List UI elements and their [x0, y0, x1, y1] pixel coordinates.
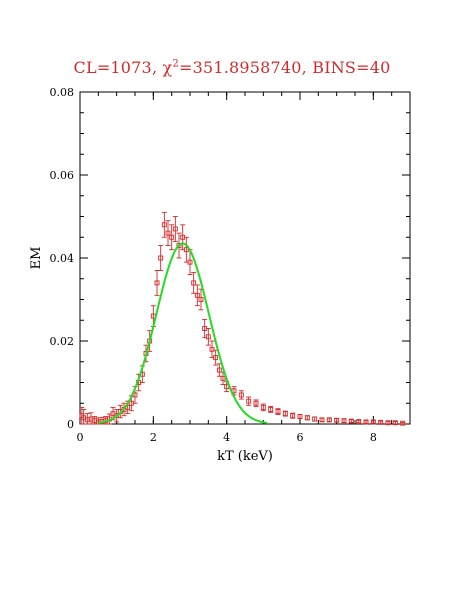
- data-point: [392, 420, 398, 426]
- x-tick-label: 0: [77, 431, 84, 444]
- data-point: [400, 420, 406, 426]
- data-point: [348, 418, 354, 424]
- data-point: [253, 400, 259, 406]
- data-point: [275, 409, 281, 414]
- title-chi-exponent: 2: [172, 58, 179, 70]
- data-point: [268, 407, 274, 412]
- y-tick-label: 0.02: [50, 335, 75, 348]
- data-point: [341, 418, 347, 424]
- data-point: [334, 417, 340, 423]
- data-point: [191, 280, 197, 286]
- data-point: [304, 415, 310, 421]
- title-prefix: CL=1073,: [73, 58, 163, 77]
- data-point: [209, 346, 215, 352]
- data-point: [370, 419, 376, 425]
- x-tick-label: 6: [297, 431, 304, 444]
- data-point: [158, 255, 164, 261]
- data-point: [290, 413, 296, 419]
- axes-layer: 0 2 4 6 8 0 0.02 0.04 0.06 0.08: [50, 86, 411, 444]
- data-point: [246, 398, 252, 404]
- data-point: [378, 419, 384, 425]
- chart-title: CL=1073, χ2=351.8958740, BINS=40: [0, 58, 464, 77]
- data-point: [260, 404, 266, 410]
- data-point: [220, 375, 226, 381]
- data-point: [198, 297, 204, 302]
- data-point: [216, 367, 222, 373]
- y-tick-label: 0.08: [50, 86, 75, 99]
- data-point: [319, 417, 325, 423]
- data-point: [238, 392, 244, 398]
- title-chi-symbol: χ: [162, 58, 173, 77]
- data-point: [385, 420, 391, 426]
- model-curve: [98, 242, 268, 424]
- x-axis-title: kT (keV): [217, 449, 273, 464]
- data-point: [169, 234, 175, 240]
- data-point: [312, 416, 318, 422]
- data-point: [176, 243, 182, 249]
- y-tick-label: 0.04: [50, 252, 75, 265]
- x-tick-label: 8: [370, 431, 377, 444]
- data-layer: [79, 211, 406, 426]
- data-point: [165, 230, 171, 236]
- y-axis-title: EM: [29, 247, 44, 270]
- data-point: [161, 222, 167, 228]
- x-tick-label: 2: [150, 431, 157, 444]
- data-point: [194, 292, 200, 298]
- data-point: [297, 414, 303, 419]
- data-point: [154, 280, 160, 286]
- data-point: [213, 355, 219, 361]
- model-layer: [98, 242, 268, 424]
- data-point: [282, 411, 288, 417]
- title-suffix: =351.8958740, BINS=40: [178, 58, 391, 77]
- data-point: [363, 419, 369, 425]
- data-point: [172, 226, 178, 232]
- y-tick-label: 0.06: [50, 169, 75, 182]
- data-point: [205, 334, 211, 340]
- x-tick-label: 4: [223, 431, 230, 444]
- data-point: [326, 417, 332, 423]
- plot-frame: [79, 91, 411, 425]
- data-point: [356, 419, 362, 424]
- y-tick-label: 0: [67, 418, 74, 431]
- data-point: [187, 259, 193, 265]
